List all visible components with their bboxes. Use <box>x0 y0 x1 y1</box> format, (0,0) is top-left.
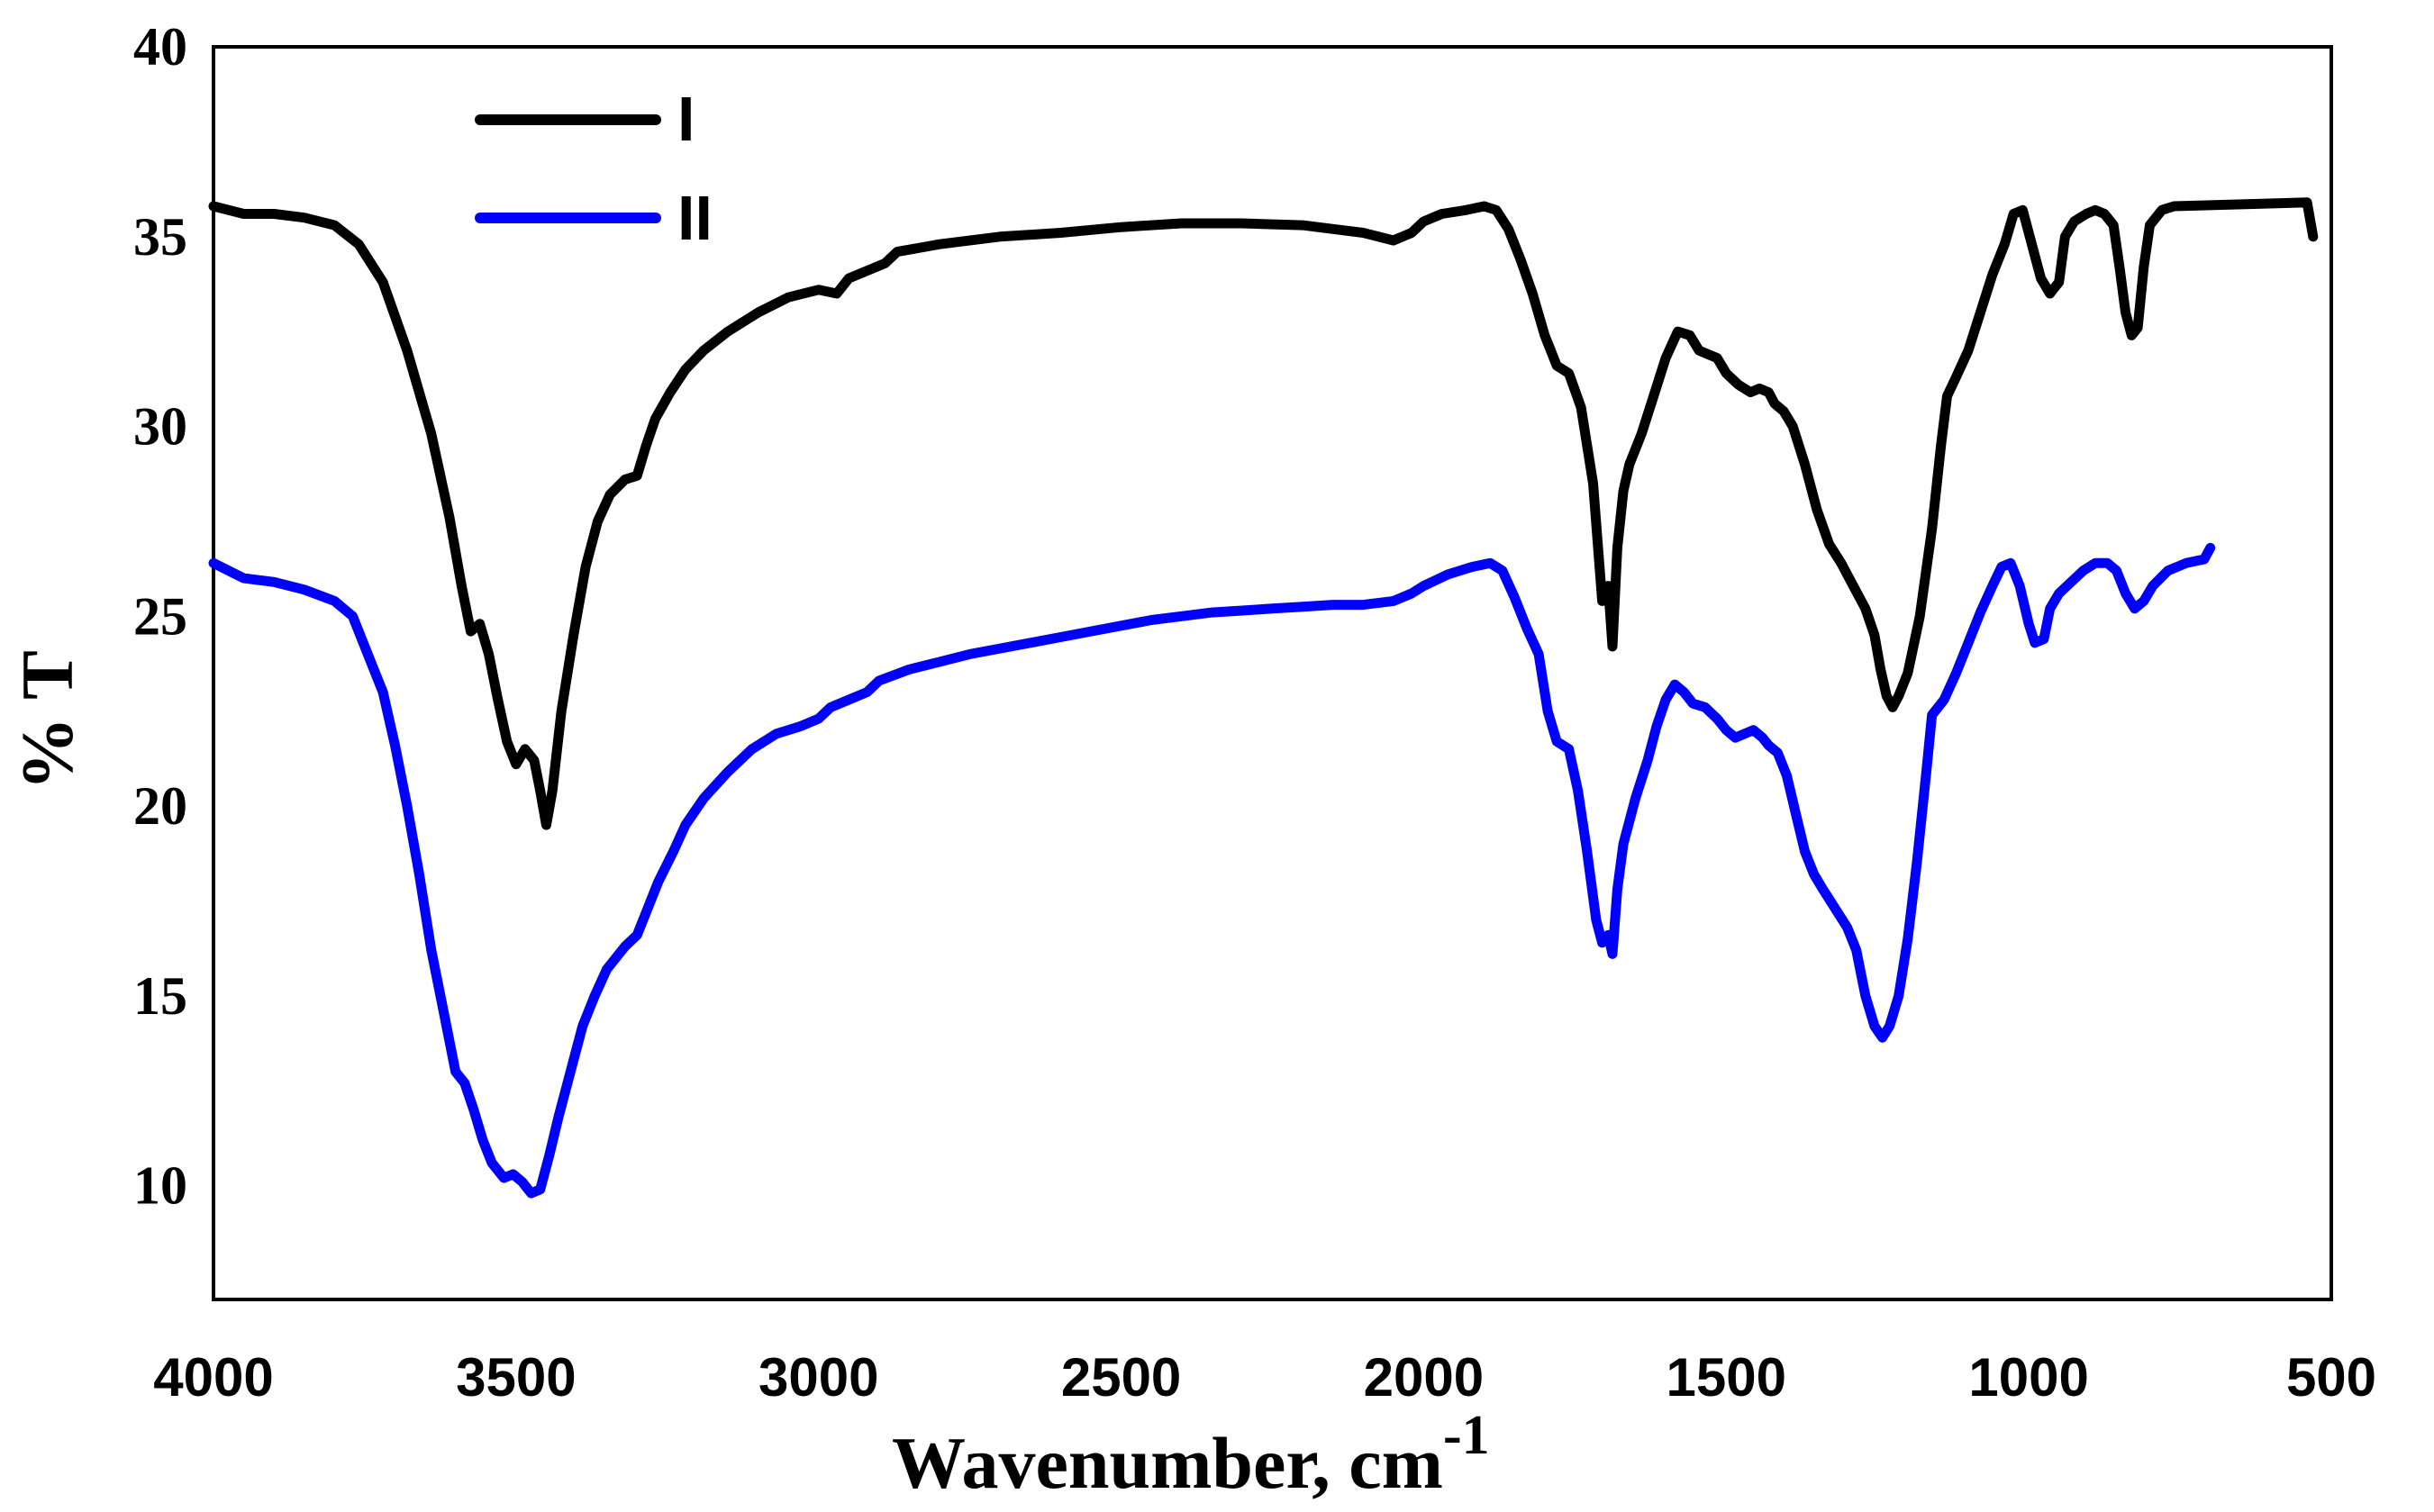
x-axis-title-text: Wavenumber, cm <box>892 1422 1443 1504</box>
plot-area-frame <box>212 45 2333 1301</box>
y-axis: 10 15 20 25 30 35 40 <box>133 17 187 1216</box>
x-axis: 4000 3500 3000 2500 2000 1500 1000 500 <box>153 1347 2376 1408</box>
legend: I II <box>475 84 713 253</box>
x-tick-label: 1500 <box>1667 1347 1786 1408</box>
x-tick-label: 2000 <box>1364 1347 1484 1408</box>
x-tick-label: 2500 <box>1061 1347 1181 1408</box>
x-axis-title-superscript: -1 <box>1443 1405 1490 1466</box>
y-tick-label: 40 <box>133 17 187 77</box>
x-tick-label: 3500 <box>456 1347 576 1408</box>
x-tick-label: 500 <box>2286 1347 2376 1408</box>
y-axis-title: % T <box>6 650 88 791</box>
legend-label-series-2: II <box>677 183 713 253</box>
series-line-2 <box>208 542 2216 1199</box>
y-tick-label: 30 <box>133 397 187 457</box>
y-tick-label: 25 <box>133 586 187 646</box>
x-tick-label: 3000 <box>758 1347 878 1408</box>
legend-label-series-1: I <box>677 84 695 154</box>
series-layer <box>208 197 2319 1199</box>
series-line-1 <box>208 197 2319 830</box>
x-tick-label: 1000 <box>1968 1347 2088 1408</box>
y-tick-label: 10 <box>133 1156 187 1216</box>
y-tick-label: 20 <box>133 776 187 836</box>
x-tick-label: 4000 <box>153 1347 273 1408</box>
x-axis-title: Wavenumber, cm-1 <box>892 1405 1490 1504</box>
y-tick-label: 35 <box>133 207 187 267</box>
y-tick-label: 15 <box>133 966 187 1026</box>
